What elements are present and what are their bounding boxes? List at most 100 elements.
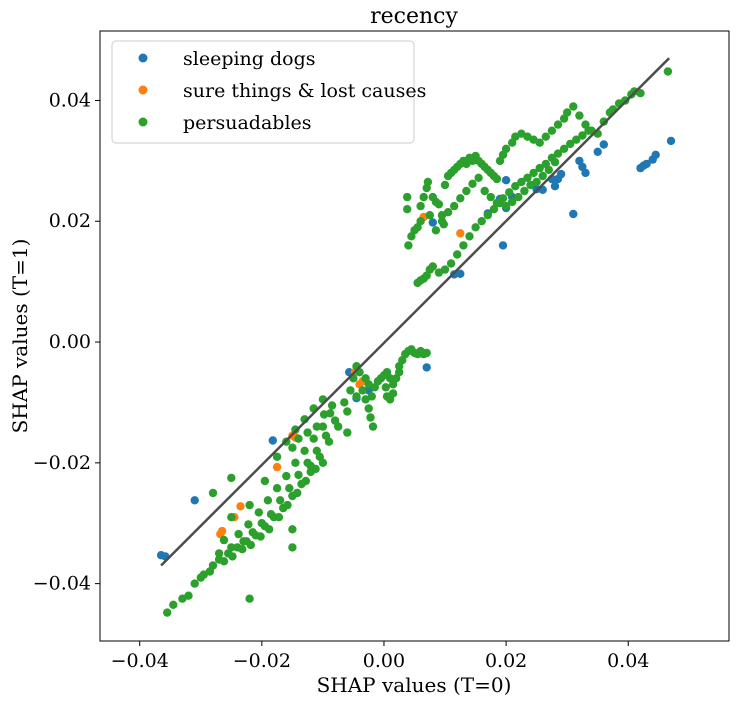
- data-point: [285, 484, 294, 493]
- data-point: [234, 529, 243, 539]
- data-point: [511, 182, 520, 191]
- data-point: [169, 600, 178, 609]
- data-point: [489, 205, 499, 214]
- data-point: [309, 434, 318, 443]
- data-point: [453, 250, 462, 259]
- data-point: [529, 168, 538, 178]
- data-point: [352, 392, 361, 401]
- legend-label-persuadables: persuadables: [183, 112, 312, 134]
- data-point: [248, 528, 257, 537]
- data-point: [642, 159, 651, 169]
- data-point: [428, 218, 437, 227]
- data-point: [578, 131, 587, 140]
- data-point: [538, 171, 547, 181]
- data-point: [523, 173, 532, 182]
- data-point: [559, 144, 569, 153]
- data-point: [245, 594, 254, 603]
- legend-label-sleeping-dogs: sleeping dogs: [183, 48, 316, 70]
- data-point: [553, 149, 563, 158]
- data-point: [563, 108, 572, 117]
- data-point: [550, 182, 560, 191]
- data-point: [343, 428, 352, 437]
- data-point: [301, 476, 310, 486]
- data-point: [456, 269, 465, 278]
- data-point: [256, 532, 265, 541]
- data-point: [303, 428, 312, 437]
- data-point: [404, 241, 413, 250]
- chart-title: recency: [370, 4, 458, 29]
- data-point: [294, 470, 303, 480]
- y-tick-label: 0.04: [49, 89, 91, 111]
- data-point: [254, 508, 263, 517]
- data-point: [272, 462, 282, 472]
- data-point: [293, 488, 302, 498]
- data-point: [666, 136, 676, 146]
- data-point: [190, 496, 199, 505]
- data-point: [501, 176, 511, 185]
- data-point: [459, 241, 468, 250]
- x-tick-label: −0.02: [233, 650, 291, 672]
- data-point: [340, 398, 349, 407]
- data-point: [431, 226, 441, 235]
- data-point: [300, 446, 309, 455]
- data-point: [282, 471, 291, 481]
- data-point: [381, 383, 390, 392]
- data-point: [599, 117, 608, 126]
- data-point: [367, 392, 376, 401]
- data-point: [443, 208, 453, 217]
- data-point: [260, 476, 270, 486]
- legend-marker-sure-things: [138, 85, 148, 95]
- data-point: [474, 173, 483, 182]
- data-point: [184, 591, 193, 600]
- data-point: [468, 179, 477, 188]
- data-point: [321, 431, 331, 440]
- data-point: [651, 150, 660, 159]
- data-point: [343, 407, 352, 416]
- data-point: [556, 169, 566, 179]
- data-point: [480, 186, 489, 196]
- data-point: [346, 386, 355, 395]
- data-point: [498, 241, 508, 250]
- data-point: [283, 500, 292, 510]
- data-point: [268, 436, 277, 445]
- data-point: [238, 545, 247, 554]
- data-point: [501, 144, 511, 153]
- data-point: [501, 201, 511, 211]
- series-sure-things-lost-causes: [216, 212, 465, 539]
- data-point: [434, 200, 444, 209]
- data-point: [276, 496, 285, 505]
- data-point: [550, 157, 560, 167]
- data-point: [364, 404, 373, 413]
- legend-marker-sleeping-dogs: [138, 53, 148, 63]
- data-point: [227, 513, 236, 522]
- data-point: [236, 502, 245, 511]
- data-point: [214, 549, 224, 558]
- data-point: [266, 510, 276, 519]
- x-axis-label: SHAP values (T=0): [317, 673, 512, 697]
- data-point: [547, 126, 557, 135]
- data-point: [569, 209, 578, 219]
- data-point: [403, 205, 412, 214]
- legend-box: [111, 40, 415, 144]
- y-tick-label: 0.02: [49, 210, 91, 232]
- data-point: [274, 513, 284, 522]
- data-point: [575, 111, 584, 120]
- y-tick-label: 0.00: [49, 331, 91, 353]
- legend-marker-persuadables: [138, 117, 148, 127]
- data-point: [366, 413, 375, 422]
- data-point: [572, 135, 581, 144]
- plot-area: [156, 57, 676, 617]
- data-point: [440, 180, 450, 190]
- data-point: [456, 194, 465, 203]
- data-point: [462, 186, 471, 196]
- data-point: [265, 525, 274, 534]
- data-point: [330, 416, 340, 425]
- data-point: [593, 147, 602, 156]
- y-axis-label: SHAP values (T=1): [8, 239, 32, 434]
- data-point: [416, 201, 425, 211]
- data-point: [535, 138, 544, 147]
- x-tick-label: −0.04: [111, 650, 169, 672]
- data-point: [318, 422, 328, 431]
- data-point: [382, 392, 392, 401]
- data-point: [312, 422, 321, 431]
